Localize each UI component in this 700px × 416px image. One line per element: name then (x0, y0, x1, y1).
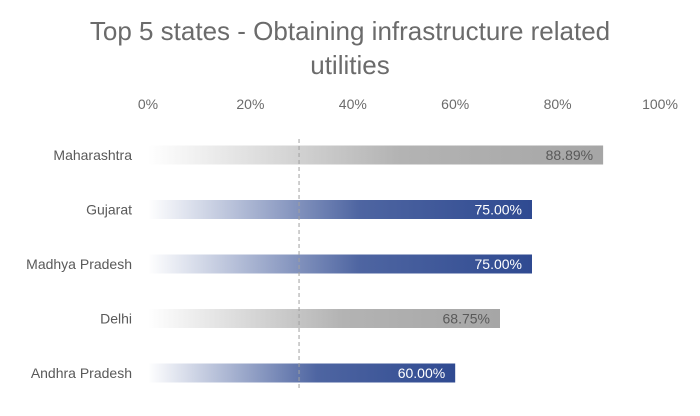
x-tick-label: 20% (236, 96, 264, 112)
category-label-madhya-pradesh: Madhya Pradesh (26, 256, 132, 272)
bar-madhya-pradesh (148, 254, 532, 274)
bar-delhi (148, 309, 500, 328)
x-axis-ticks: 0% 20% 40% 60% 80% 100% (138, 96, 678, 112)
x-tick-label: 80% (544, 96, 572, 112)
category-label-maharashtra: Maharashtra (53, 147, 132, 163)
x-tick-label: 0% (138, 96, 158, 112)
x-tick-label: 60% (441, 96, 469, 112)
data-label-maharashtra: 88.89% (546, 147, 593, 163)
x-tick-label: 40% (339, 96, 367, 112)
category-label-andhra-pradesh: Andhra Pradesh (31, 365, 132, 381)
data-label-gujarat: 75.00% (475, 202, 522, 218)
bar-gujarat (148, 200, 532, 219)
bars-group (148, 145, 604, 383)
category-labels: Maharashtra Gujarat Madhya Pradesh Delhi And… (26, 147, 132, 381)
data-label-andhra-pradesh: 60.00% (398, 365, 445, 381)
chart-title: Top 5 states - Obtaining infrastructure … (89, 16, 611, 80)
category-label-gujarat: Gujarat (86, 202, 132, 218)
bar-maharashtra (148, 145, 604, 165)
x-tick-label: 100% (642, 96, 678, 112)
data-labels: 88.89% 75.00% 75.00% 68.75% 60.00% (398, 147, 593, 381)
category-label-delhi: Delhi (100, 311, 132, 327)
data-label-madhya-pradesh: 75.00% (475, 256, 522, 272)
data-label-delhi: 68.75% (443, 311, 490, 327)
bar-andhra-pradesh (148, 363, 456, 383)
